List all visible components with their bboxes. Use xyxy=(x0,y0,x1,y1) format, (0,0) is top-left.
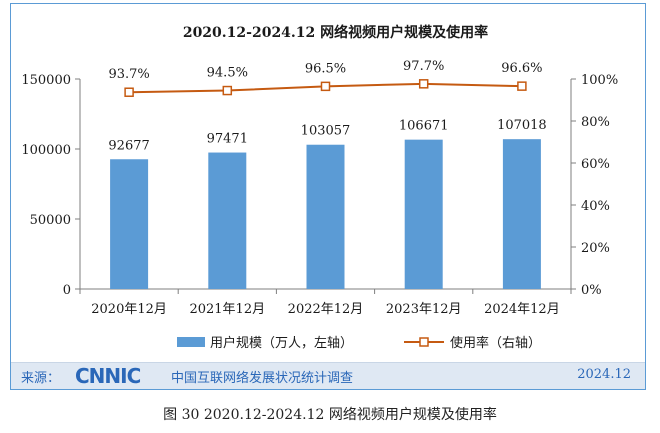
right-tick-label: 20% xyxy=(581,241,610,256)
usage-rate-marker xyxy=(517,81,527,91)
bar-user-scale xyxy=(404,139,443,289)
bar-user-scale xyxy=(306,144,345,289)
right-tick-label: 80% xyxy=(581,115,610,130)
x-tick-label: 2022年12月 xyxy=(288,302,364,317)
bar-value-label: 106671 xyxy=(399,119,449,134)
legend-bar-swatch xyxy=(177,337,205,347)
legend-line-label: 使用率（右轴） xyxy=(450,335,541,351)
footer-source-label: 来源： xyxy=(21,371,61,386)
usage-rate-label: 96.5% xyxy=(305,61,346,76)
chart-title: 2020.12-2024.12 网络视频用户规模及使用率 xyxy=(183,24,488,41)
x-tick-label: 2023年12月 xyxy=(386,302,462,317)
left-tick-label: 0 xyxy=(63,283,71,298)
bar-value-label: 97471 xyxy=(207,132,248,147)
right-tick-label: 40% xyxy=(581,199,610,214)
x-tick-label: 2021年12月 xyxy=(189,302,265,317)
bar-value-label: 103057 xyxy=(301,124,351,139)
left-tick-label: 100000 xyxy=(21,143,71,158)
cnnic-logo: CNNIC xyxy=(75,364,141,388)
bar-user-scale xyxy=(208,152,247,289)
left-tick-label: 150000 xyxy=(21,73,71,88)
usage-rate-marker xyxy=(222,85,233,96)
legend-bar-label: 用户规模（万人，左轴） xyxy=(210,335,353,351)
right-tick-label: 60% xyxy=(581,157,610,172)
usage-rate-marker xyxy=(418,79,429,89)
usage-rate-label: 97.7% xyxy=(403,59,444,74)
left-tick-label: 50000 xyxy=(30,213,71,228)
usage-rate-label: 93.7% xyxy=(108,67,149,82)
usage-rate-label: 96.6% xyxy=(501,61,542,76)
bar-user-scale xyxy=(110,159,149,289)
bar-value-label: 107018 xyxy=(497,118,547,133)
right-tick-label: 0% xyxy=(581,283,602,298)
footer-subtitle: 中国互联网络发展状况统计调查 xyxy=(171,371,354,386)
chart-frame: 2020.12-2024.12 网络视频用户规模及使用率 0 50000 100000… xyxy=(10,3,646,390)
x-tick-label: 2024年12月 xyxy=(484,302,560,317)
usage-rate-label: 94.5% xyxy=(207,66,248,81)
footer-bar: 来源： CNNIC 中国互联网络发展状况统计调查 2024.12 xyxy=(11,362,645,389)
usage-rate-marker xyxy=(320,81,331,92)
right-tick-label: 100% xyxy=(581,73,618,88)
footer-date: 2024.12 xyxy=(577,367,631,382)
figure-caption: 图 30 2020.12-2024.12 网络视频用户规模及使用率 xyxy=(163,407,497,423)
x-tick-label: 2020年12月 xyxy=(91,302,167,317)
bar-value-label: 92677 xyxy=(108,138,149,153)
legend-line-marker xyxy=(419,337,429,347)
chart-svg: 2020.12-2024.12 网络视频用户规模及使用率 0 50000 100000… xyxy=(21,24,618,351)
bar-user-scale xyxy=(502,139,541,289)
usage-rate-marker xyxy=(124,87,134,97)
